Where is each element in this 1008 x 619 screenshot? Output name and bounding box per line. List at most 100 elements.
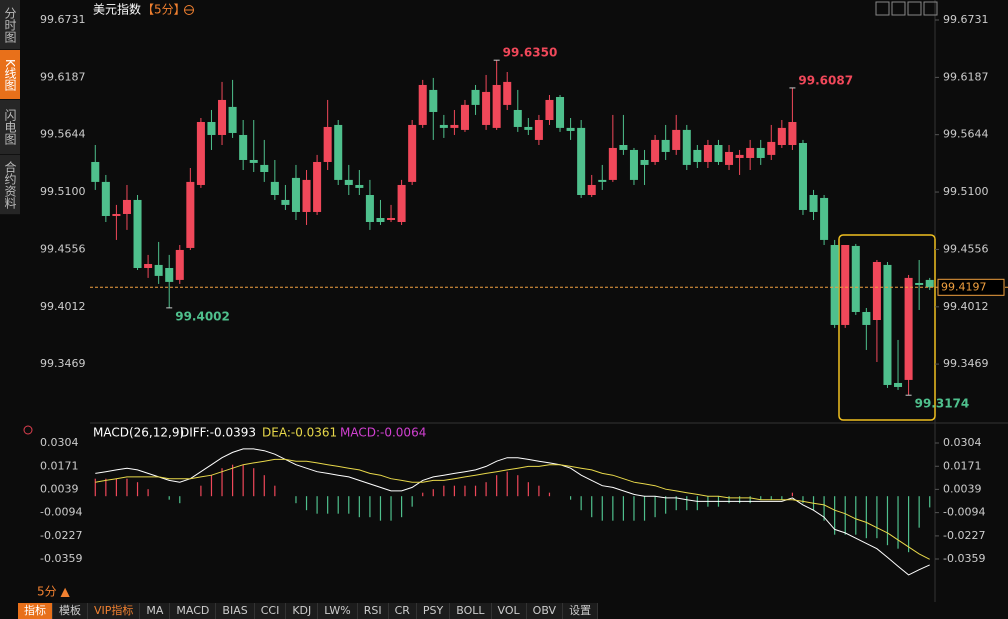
y-tick-label-right: 99.4556: [943, 242, 989, 255]
period-switch[interactable]: 5分 ▲: [37, 585, 70, 599]
y-tick-label-right: 99.5644: [943, 128, 989, 141]
candle-body: [418, 84, 427, 125]
candle-body: [387, 217, 396, 220]
indicator-tab[interactable]: PSY: [417, 603, 451, 619]
y-tick-label: 0.0304: [40, 436, 79, 449]
candle-body: [439, 124, 448, 128]
indicator-tab[interactable]: 指标: [18, 603, 53, 619]
candle-body: [482, 91, 491, 125]
y-tick-label-right: 0.0171: [943, 459, 982, 472]
indicator-tab[interactable]: VOL: [492, 603, 527, 619]
candle-body: [228, 106, 237, 133]
highlight-box: [838, 234, 936, 421]
y-tick-label: -0.0094: [40, 506, 82, 519]
candle-body: [376, 217, 385, 223]
tab-contract[interactable]: 合约资料: [0, 155, 20, 215]
candle-body: [672, 129, 681, 150]
sidebar: 分时图 K线图 闪电图 合约资料: [0, 0, 20, 215]
candle-body: [429, 89, 438, 112]
current-price-label: 99.4197: [941, 280, 987, 293]
indicator-tab[interactable]: MACD: [170, 603, 217, 619]
y-tick-label: 99.6187: [40, 70, 86, 83]
candle-body: [165, 267, 174, 282]
candle-body: [270, 181, 279, 195]
candle-body: [355, 184, 364, 188]
candle-body: [651, 139, 660, 162]
indicator-tab[interactable]: CR: [389, 603, 417, 619]
indicator-tab[interactable]: BOLL: [450, 603, 492, 619]
indicator-tab[interactable]: KDJ: [286, 603, 319, 619]
candle-body: [587, 184, 596, 195]
candle-body: [915, 282, 924, 285]
candle-body: [471, 89, 480, 105]
y-tick-label: 99.4012: [40, 300, 86, 313]
candle-body: [397, 184, 406, 223]
y-tick-label-right: 99.6187: [943, 70, 989, 83]
period-label: 【5分】: [142, 3, 186, 17]
y-tick-label-right: 99.5100: [943, 185, 989, 198]
chart-title: 美元指数: [93, 2, 141, 17]
candle-body: [122, 199, 131, 214]
candle-body: [154, 264, 163, 276]
candle-body: [545, 99, 554, 120]
extreme-label: 99.4002: [175, 309, 230, 323]
icon-zoom[interactable]: [891, 1, 906, 16]
chart: 美元指数 【5分】 MACD(26,12,9) 5分 ▲ 99.6731 99.6…: [23, 0, 1008, 602]
indicator-tab[interactable]: 模板: [53, 603, 88, 619]
candle-body: [798, 142, 807, 210]
macd-line: [95, 458, 930, 560]
extreme-label: 99.6350: [503, 46, 558, 60]
candle-body: [112, 213, 121, 216]
indicator-tab[interactable]: BIAS: [216, 603, 255, 619]
toolbar-icons: [875, 1, 938, 16]
candle-body: [841, 245, 850, 325]
y-tick-label: 0.0171: [40, 459, 79, 472]
y-tick-label-right: 99.4012: [943, 300, 989, 313]
indicator-tab[interactable]: 设置: [563, 603, 599, 619]
candle-body: [323, 126, 332, 162]
indicator-tab[interactable]: RSI: [358, 603, 389, 619]
icon-fullscreen[interactable]: [875, 1, 890, 16]
candle-body: [608, 147, 617, 180]
candle-body: [883, 264, 892, 385]
y-tick-label-right: 0.0304: [943, 436, 982, 449]
y-tick-label: 99.3469: [40, 357, 86, 370]
candle-body: [809, 195, 818, 212]
indicator-tab[interactable]: OBV: [527, 603, 564, 619]
icon-close[interactable]: [923, 1, 938, 16]
icon-chart[interactable]: [907, 1, 922, 16]
y-tick-label: 99.5644: [40, 128, 86, 141]
candle-body: [735, 154, 744, 158]
candle-body: [144, 263, 153, 268]
indicator-tab[interactable]: LW%: [318, 603, 358, 619]
tab-timeshare[interactable]: 分时图: [0, 0, 20, 50]
y-tick-label: 99.4556: [40, 242, 86, 255]
candle-body: [693, 149, 702, 162]
candle-body: [91, 161, 100, 182]
y-tick-label-right: -0.0359: [943, 552, 985, 565]
candle-body: [334, 124, 343, 180]
candle-body: [703, 145, 712, 162]
candle-body: [524, 126, 533, 130]
legend-entry: MACD:-0.0064: [340, 426, 426, 440]
candle-body: [281, 199, 290, 205]
indicator-tab[interactable]: CCI: [255, 603, 287, 619]
indicator-icon[interactable]: [23, 425, 33, 435]
candle-body: [756, 147, 765, 158]
y-tick-label-right: 99.3469: [943, 357, 989, 370]
candle-body: [629, 149, 638, 180]
candle-body: [207, 122, 216, 135]
tab-flash[interactable]: 闪电图: [0, 100, 20, 155]
candle-body: [513, 109, 522, 127]
candle-body: [725, 151, 734, 165]
current-price-box: [937, 278, 1005, 296]
candle-body: [313, 161, 322, 212]
tab-kline[interactable]: K线图: [0, 50, 20, 100]
indicator-tab[interactable]: VIP指标: [88, 603, 141, 619]
candle-body: [577, 127, 586, 195]
y-tick-label-right: 0.0039: [943, 482, 982, 495]
indicator-tab[interactable]: MA: [140, 603, 171, 619]
macd-title: MACD(26,12,9): [93, 426, 184, 440]
extreme-label: 99.6087: [798, 73, 853, 87]
candle-body: [365, 195, 374, 223]
